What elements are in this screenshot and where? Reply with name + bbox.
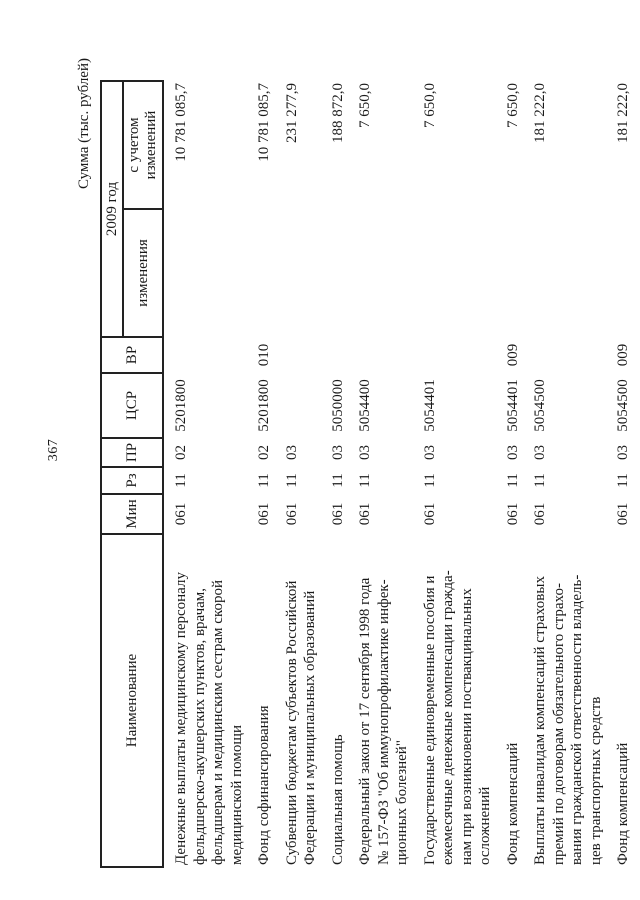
- row-csr-code: 5054500: [532, 379, 548, 432]
- row-rz-code: 11: [615, 473, 631, 488]
- row-with-changes-value: 7 650,0: [504, 82, 521, 128]
- row-name: Фонд софинансирования: [256, 705, 272, 865]
- budget-table: Наименование Мин Рз ПР ЦСР ВР 2009 год и…: [100, 80, 633, 868]
- row-changes-value: [347, 209, 412, 337]
- row-csr-code: 5054500: [615, 379, 631, 432]
- row-with-changes-value: 231 277,9: [283, 82, 300, 143]
- row-rz-code: 11: [329, 473, 346, 488]
- row-changes-value: [163, 209, 246, 337]
- table-row: Фонд софинансирования 061 11 02 5201800 010 10…: [246, 81, 274, 867]
- row-name: Денежные выплаты медицинскому персоналу ф…: [173, 572, 245, 865]
- row-csr-code: 5054401: [504, 379, 521, 432]
- row-min-code: 061: [504, 502, 521, 526]
- row-pr-code: 03: [615, 445, 631, 460]
- row-pr-code: 03: [504, 445, 521, 460]
- row-vr-code: [320, 337, 348, 373]
- row-min-code: 061: [173, 502, 189, 526]
- row-with-changes-value: 181 222,0: [532, 82, 548, 143]
- row-rz-code: 11: [532, 473, 548, 488]
- table-row: Выплаты инвалидам компенсаций страховых п…: [522, 81, 605, 867]
- row-with-changes-value: 188 872,0: [329, 82, 346, 143]
- table-row: Денежные выплаты медицинскому персоналу ф…: [163, 81, 246, 867]
- table-header: Наименование Мин Рз ПР ЦСР ВР 2009 год и…: [101, 80, 163, 867]
- row-name: Выплаты инвалидам компенсаций страховых п…: [532, 574, 604, 865]
- row-rz-code: 11: [357, 473, 373, 488]
- row-min-code: 061: [357, 502, 373, 526]
- row-with-changes-value: 181 222,0: [615, 82, 631, 143]
- row-rz-code: 11: [256, 473, 272, 488]
- row-min-code: 061: [532, 502, 548, 526]
- row-csr-code: 5201800: [173, 379, 189, 432]
- header-row-top: Наименование Мин Рз ПР ЦСР ВР 2009 год: [101, 80, 163, 867]
- row-with-changes-value: 10 781 085,7: [256, 82, 272, 162]
- row-pr-code: 03: [357, 445, 373, 460]
- row-with-changes-value: 10 781 085,7: [173, 82, 189, 162]
- row-rz-code: 11: [504, 473, 521, 488]
- row-changes-value: [522, 209, 605, 337]
- row-pr-code: 03: [532, 445, 548, 460]
- row-csr-code: 5201800: [256, 379, 272, 432]
- row-csr-code: 5050000: [329, 379, 346, 432]
- page-number: 367: [46, 438, 61, 462]
- header-cell-name: Наименование: [101, 534, 163, 867]
- row-vr-code: [522, 337, 605, 373]
- header-cell-with-changes: с учетом изменений: [123, 80, 163, 209]
- header-cell-csr: ЦСР: [101, 373, 163, 438]
- row-rz-code: 11: [283, 473, 300, 488]
- row-min-code: 061: [329, 502, 346, 526]
- table-row: Социальная помощь 061 11 03 5050000 188 872,0: [320, 81, 348, 867]
- row-changes-value: [605, 209, 633, 337]
- table-row: Фонд компенсаций 061 11 03 5054401 009 7 650,0: [495, 81, 523, 867]
- header-cell-pr: ПР: [101, 438, 163, 467]
- row-name: Социальная помощь: [329, 734, 346, 865]
- table-row: Федеральный закон от 17 сентября 1998 го…: [347, 81, 412, 867]
- row-csr-code: [274, 373, 320, 438]
- row-name: Субвенции бюджетам субъектов Российской Ф…: [283, 580, 319, 865]
- row-name: Государственные единовременные пособия и…: [421, 570, 494, 865]
- row-pr-code: 03: [329, 445, 346, 460]
- table-row: Фонд компенсаций 061 11 03 5054500 009 181 222…: [605, 81, 633, 867]
- row-pr-code: 02: [256, 445, 272, 460]
- row-pr-code: 03: [283, 445, 300, 460]
- header-cell-rz: Рз: [101, 467, 163, 494]
- row-vr-code: [347, 337, 412, 373]
- table-row: Государственные единовременные пособия и…: [412, 81, 495, 867]
- row-vr-code: [274, 337, 320, 373]
- row-vr-code: 009: [504, 343, 521, 367]
- header-cell-year-group: 2009 год: [101, 80, 123, 337]
- row-changes-value: [412, 209, 495, 337]
- row-changes-value: [495, 209, 523, 337]
- header-cell-changes: изменения: [123, 209, 163, 337]
- row-csr-code: 5054401: [421, 379, 438, 432]
- row-min-code: 061: [283, 502, 300, 526]
- row-vr-code: 010: [256, 343, 272, 367]
- header-cell-vr: ВР: [101, 337, 163, 373]
- row-pr-code: 02: [173, 445, 189, 460]
- row-with-changes-value: 7 650,0: [357, 82, 373, 128]
- row-min-code: 061: [421, 502, 438, 526]
- row-min-code: 061: [256, 502, 272, 526]
- row-rz-code: 11: [173, 473, 189, 488]
- row-csr-code: 5054400: [357, 379, 373, 432]
- row-min-code: 061: [615, 502, 631, 526]
- row-vr-code: 009: [615, 343, 631, 367]
- row-vr-code: [163, 337, 246, 373]
- row-changes-value: [274, 209, 320, 337]
- table-body: Денежные выплаты медицинскому персоналу ф…: [163, 81, 633, 867]
- row-name: Фонд компенсаций: [615, 742, 631, 865]
- header-cell-min: Мин: [101, 494, 163, 534]
- row-changes-value: [320, 209, 348, 337]
- row-name: Федеральный закон от 17 сентября 1998 го…: [357, 577, 410, 865]
- row-rz-code: 11: [421, 473, 438, 488]
- row-vr-code: [412, 337, 495, 373]
- row-changes-value: [246, 209, 274, 337]
- row-pr-code: 03: [421, 445, 438, 460]
- row-with-changes-value: 7 650,0: [421, 82, 438, 128]
- row-name: Фонд компенсаций: [504, 742, 521, 865]
- units-note: Сумма (тыс. рублей): [76, 58, 92, 190]
- table-row: Субвенции бюджетам субъектов Российской Ф…: [274, 81, 320, 867]
